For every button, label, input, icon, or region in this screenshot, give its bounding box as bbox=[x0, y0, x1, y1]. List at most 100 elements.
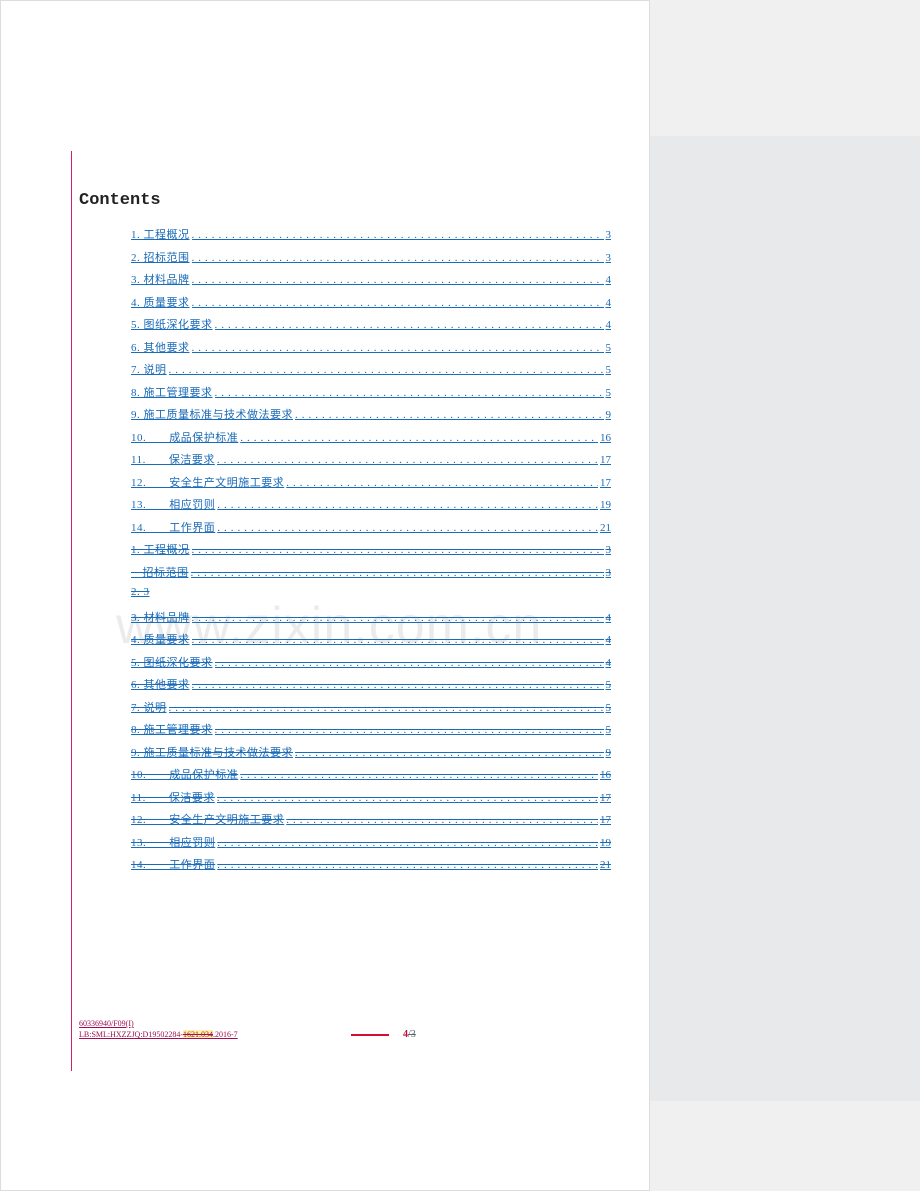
toc-entry-leader: ........................................… bbox=[192, 229, 604, 241]
toc-entry[interactable]: 8. 施工管理要求...............................… bbox=[131, 384, 611, 407]
toc-entry-label: 8. 施工管理要求 bbox=[131, 384, 213, 400]
toc-entry-page: 4 bbox=[606, 612, 612, 624]
toc-entry-page: 5 bbox=[606, 387, 612, 399]
toc-entry-label: 9. 施工质量标准与技术做法要求 bbox=[131, 744, 293, 760]
toc-entry[interactable]: 4. 质量要求.................................… bbox=[131, 631, 611, 654]
toc-entry-label: 9. 施工质量标准与技术做法要求 bbox=[131, 406, 293, 422]
toc-entry[interactable]: 7. 说明...................................… bbox=[131, 699, 611, 722]
margin-rule bbox=[71, 151, 72, 1071]
toc-entry-page: 3 bbox=[606, 229, 612, 241]
footer-line-1: 60336940/F09(I) bbox=[79, 1018, 238, 1029]
toc-entry-leader: ........................................… bbox=[191, 567, 604, 579]
toc-entry-leader: ........................................… bbox=[217, 499, 598, 511]
toc-entry-leader: ........................................… bbox=[217, 837, 598, 849]
document-page: Contents www.zixin.com.cn 1. 工程概况.......… bbox=[0, 0, 650, 1191]
toc-entry[interactable]: 7. 说明...................................… bbox=[131, 361, 611, 384]
toc-entry[interactable]: 12. 安全生产文明施工要求..........................… bbox=[131, 474, 611, 497]
toc-entry[interactable]: 4. 质量要求.................................… bbox=[131, 294, 611, 317]
toc-entry-leader: ........................................… bbox=[295, 747, 604, 759]
toc-entry-page: 16 bbox=[600, 432, 611, 444]
page-number-text: 4/3 bbox=[403, 1029, 416, 1040]
toc-entry-leader: ........................................… bbox=[215, 657, 604, 669]
toc-entry[interactable]: 5. 图纸深化要求...............................… bbox=[131, 316, 611, 339]
toc-entry-page: 4 bbox=[606, 297, 612, 309]
toc-entry[interactable]: 2. 3 bbox=[131, 586, 611, 609]
toc-entry-page: 4 bbox=[606, 319, 612, 331]
toc-entry-leader: ........................................… bbox=[192, 297, 604, 309]
toc-entry[interactable]: 10. 成品保护标准..............................… bbox=[131, 766, 611, 789]
toc-entry-leader: ........................................… bbox=[215, 387, 604, 399]
toc-entry-label: 招标范围 bbox=[131, 564, 189, 580]
toc-entry[interactable]: 11. 保洁要求................................… bbox=[131, 789, 611, 812]
toc-entry-page: 5 bbox=[606, 364, 612, 376]
toc-entry-page: 19 bbox=[600, 499, 611, 511]
toc-entry-leader: ........................................… bbox=[192, 634, 604, 646]
toc-entry-label: 6. 其他要求 bbox=[131, 676, 190, 692]
toc-list: 1. 工程概况.................................… bbox=[131, 226, 611, 879]
toc-entry-page: 3 bbox=[606, 544, 612, 556]
toc-entry-leader: ........................................… bbox=[286, 814, 598, 826]
toc-entry-label: 11. 保洁要求 bbox=[131, 789, 215, 805]
toc-entry-label: 2. 招标范围 bbox=[131, 249, 190, 265]
toc-entry[interactable]: 13. 相应罚则................................… bbox=[131, 496, 611, 519]
toc-entry[interactable]: 10. 成品保护标准..............................… bbox=[131, 429, 611, 452]
toc-entry-leader: ........................................… bbox=[286, 477, 598, 489]
toc-entry-leader: ........................................… bbox=[295, 409, 604, 421]
toc-entry-leader: ........................................… bbox=[169, 364, 604, 376]
toc-entry[interactable]: 1. 工程概况.................................… bbox=[131, 226, 611, 249]
toc-entry-label: 10. 成品保护标准 bbox=[131, 429, 238, 445]
toc-entry-page: 9 bbox=[606, 409, 612, 421]
toc-entry-label: 5. 图纸深化要求 bbox=[131, 316, 213, 332]
toc-entry[interactable]: 14. 工作界面................................… bbox=[131, 856, 611, 879]
toc-entry-label: 6. 其他要求 bbox=[131, 339, 190, 355]
toc-entry[interactable]: 2. 招标范围.................................… bbox=[131, 249, 611, 272]
toc-entry-label: 4. 质量要求 bbox=[131, 294, 190, 310]
toc-entry[interactable]: 3. 材料品牌.................................… bbox=[131, 609, 611, 632]
toc-entry-label: 7. 说明 bbox=[131, 361, 167, 377]
toc-entry-leader: ........................................… bbox=[240, 432, 598, 444]
toc-entry-leader: ........................................… bbox=[240, 769, 598, 781]
toc-entry[interactable]: 6. 其他要求.................................… bbox=[131, 339, 611, 362]
toc-entry-label: 3. 材料品牌 bbox=[131, 609, 190, 625]
toc-entry-label: 12. 安全生产文明施工要求 bbox=[131, 474, 284, 490]
toc-entry-leader: ........................................… bbox=[217, 859, 598, 871]
toc-entry[interactable]: 9. 施工质量标准与技术做法要求........................… bbox=[131, 406, 611, 429]
toc-entry-label: 7. 说明 bbox=[131, 699, 167, 715]
toc-entry[interactable]: 11. 保洁要求................................… bbox=[131, 451, 611, 474]
toc-entry-leader: ........................................… bbox=[192, 342, 604, 354]
toc-entry-label: 12. 安全生产文明施工要求 bbox=[131, 811, 284, 827]
toc-entry[interactable]: 13. 相应罚则................................… bbox=[131, 834, 611, 857]
toc-entry[interactable]: 招标范围....................................… bbox=[131, 564, 611, 587]
toc-entry-page: 17 bbox=[600, 814, 611, 826]
toc-entry-leader: ........................................… bbox=[192, 612, 604, 624]
toc-entry-leader: ........................................… bbox=[192, 544, 604, 556]
toc-entry-page: 21 bbox=[600, 522, 611, 534]
toc-entry[interactable]: 6. 其他要求.................................… bbox=[131, 676, 611, 699]
toc-entry[interactable]: 8. 施工管理要求...............................… bbox=[131, 721, 611, 744]
toc-entry-page: 16 bbox=[600, 769, 611, 781]
toc-entry-page: 5 bbox=[606, 724, 612, 736]
toc-entry-label: 1. 工程概况 bbox=[131, 226, 190, 242]
toc-entry[interactable]: 9. 施工质量标准与技术做法要求........................… bbox=[131, 744, 611, 767]
toc-entry[interactable]: 5. 图纸深化要求...............................… bbox=[131, 654, 611, 677]
toc-entry-page: 21 bbox=[600, 859, 611, 871]
toc-entry-page: 17 bbox=[600, 792, 611, 804]
toc-entry-label: 5. 图纸深化要求 bbox=[131, 654, 213, 670]
toc-entry[interactable]: 12. 安全生产文明施工要求..........................… bbox=[131, 811, 611, 834]
toc-entry-leader: ........................................… bbox=[217, 522, 598, 534]
toc-entry-page: 5 bbox=[606, 702, 612, 714]
toc-entry-label: 13. 相应罚则 bbox=[131, 496, 215, 512]
side-panel bbox=[650, 136, 920, 1101]
footer-line-2: LB:SML:HXZZJQ:D19502284-1621.034.2016-7 bbox=[79, 1029, 238, 1040]
toc-entry-page: 3 bbox=[606, 567, 612, 579]
toc-entry-label: 10. 成品保护标准 bbox=[131, 766, 238, 782]
toc-entry-leader: ........................................… bbox=[215, 319, 604, 331]
toc-entry-page: 5 bbox=[606, 679, 612, 691]
toc-entry[interactable]: 1. 工程概况.................................… bbox=[131, 541, 611, 564]
toc-entry-page: 5 bbox=[606, 342, 612, 354]
toc-entry[interactable]: 14. 工作界面................................… bbox=[131, 519, 611, 542]
toc-entry-page: 4 bbox=[606, 657, 612, 669]
toc-entry-page: 17 bbox=[600, 477, 611, 489]
toc-entry-page: 9 bbox=[606, 747, 612, 759]
toc-entry[interactable]: 3. 材料品牌.................................… bbox=[131, 271, 611, 294]
